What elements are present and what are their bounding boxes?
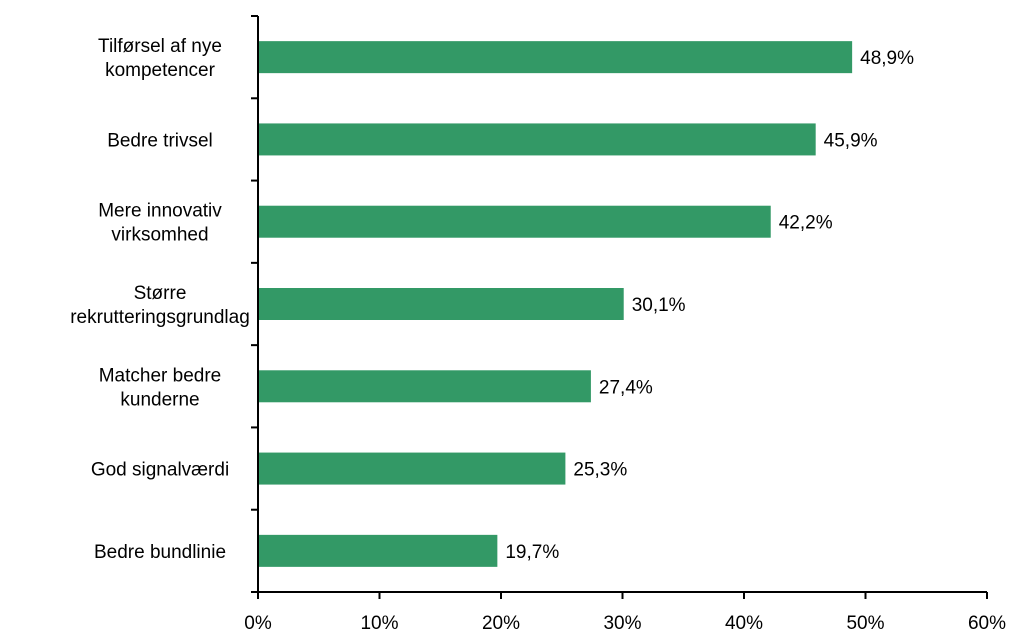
bar [258,534,498,567]
bar [258,205,771,238]
bar [258,41,853,74]
data-label: 42,2% [779,213,833,234]
bar [258,452,566,485]
bars-group [258,41,853,567]
x-tick-label: 30% [603,613,641,634]
labels-group: 48,9% Tilførsel af nye kompetencer 45,9% Bed… [70,36,1006,634]
category-label: Større rekrutteringsgrundlag [70,283,250,328]
data-label: 45,9% [824,130,878,151]
axes-group [251,15,988,599]
bar [258,123,816,156]
x-tick-label: 0% [244,613,272,634]
category-label: Matcher bedre kunderne [99,365,222,410]
bar [258,370,591,403]
x-tick-label: 50% [846,613,884,634]
bar [258,288,624,320]
category-label: Mere innovativ virksomhed [98,201,222,246]
data-label: 30,1% [632,295,686,316]
x-tick-label: 40% [725,613,763,634]
x-tick-label: 60% [968,613,1006,634]
data-label: 19,7% [505,542,559,563]
data-label: 27,4% [599,377,653,398]
category-label: Tilførsel af nye kompetencer [98,36,222,81]
x-tick-label: 10% [360,613,398,634]
category-label: Bedre bundlinie [94,542,226,563]
data-label: 25,3% [573,460,627,481]
x-tick-label: 20% [482,613,520,634]
category-label: Bedre trivsel [107,130,213,151]
category-label: God signalværdi [91,460,229,481]
data-label: 48,9% [860,48,914,69]
